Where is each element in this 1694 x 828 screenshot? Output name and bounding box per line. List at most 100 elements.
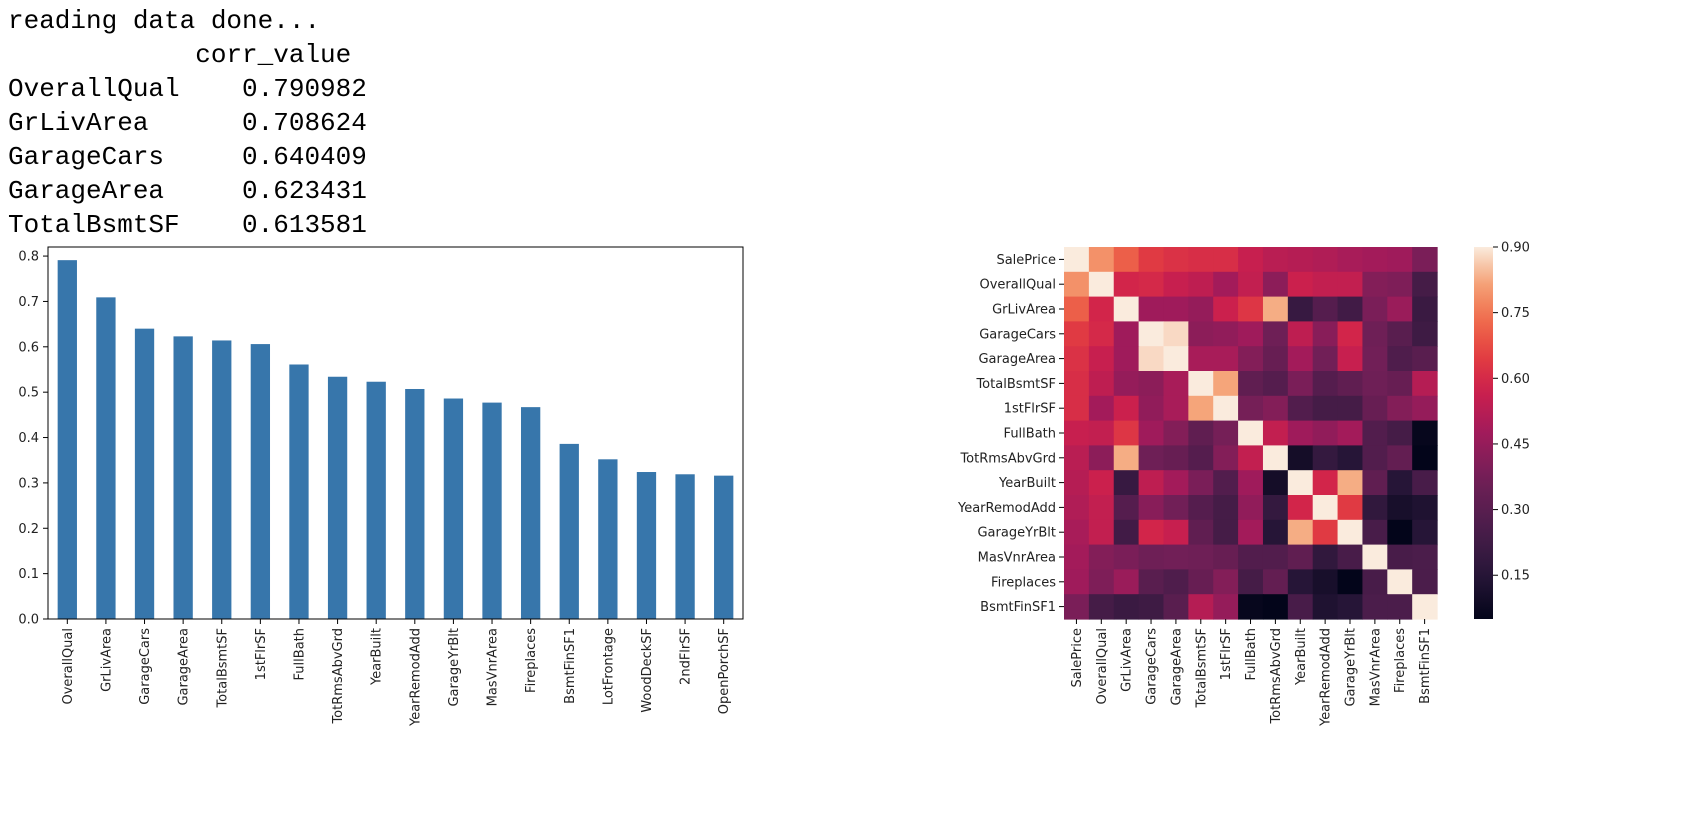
heatmap-cell	[1337, 247, 1364, 273]
col-label: FullBath	[1244, 628, 1259, 680]
col-label: GarageArea	[1169, 628, 1184, 706]
x-tick-label: GarageCars	[138, 628, 153, 705]
heatmap-cell	[1412, 445, 1438, 471]
heatmap-cell	[1387, 470, 1413, 496]
heatmap-cell	[1238, 495, 1264, 521]
heatmap-cell	[1213, 247, 1239, 273]
heatmap-cell	[1387, 569, 1413, 595]
heatmap-cell	[1387, 296, 1413, 322]
col-label: BsmtFinSF1	[1418, 628, 1433, 704]
heatmap-cell	[1287, 371, 1314, 397]
corr-feature: GarageCars	[8, 142, 243, 172]
heatmap-cell	[1064, 247, 1090, 273]
heatmap-cell	[1387, 395, 1413, 422]
heatmap-cell	[1113, 296, 1140, 322]
heatmap-cell	[1362, 296, 1388, 322]
heatmap-cell	[1138, 594, 1165, 620]
heatmap-cell	[1287, 247, 1314, 273]
row-label: TotRmsAbvGrd	[959, 451, 1056, 466]
col-label: YearRemodAdd	[1319, 628, 1334, 727]
heatmap-cell	[1113, 247, 1140, 273]
heatmap-cell	[1312, 247, 1339, 273]
correlation-bar-chart: 0.0 0.1 0.2 0.3 0.4 0.5 0.6 0.7 0.8 OverallQual Gr…	[18, 246, 744, 727]
heatmap-cell	[1113, 544, 1140, 570]
heatmap-cell	[1064, 371, 1090, 397]
heatmap-cell	[1312, 420, 1339, 446]
heatmap-cell	[1262, 395, 1289, 422]
heatmap-cell	[1088, 445, 1115, 471]
heatmap-cell	[1188, 296, 1214, 322]
x-tick-label: 2ndFlrSF	[679, 628, 694, 685]
heatmap-cell	[1213, 271, 1239, 298]
corr-value: 0.623431	[242, 176, 367, 206]
heatmap-cell	[1312, 495, 1339, 521]
heatmap-cell	[1312, 470, 1339, 496]
heatmap-cell	[1138, 420, 1165, 446]
heatmap-cell	[1213, 321, 1239, 347]
heatmap-cell	[1337, 420, 1364, 446]
heatmap-cell	[1362, 470, 1388, 496]
heatmap-cell	[1387, 544, 1413, 570]
bar	[559, 443, 579, 619]
heatmap-cell	[1163, 371, 1189, 397]
heatmap-cell	[1213, 395, 1239, 422]
heatmap-cell	[1163, 470, 1189, 496]
row-label: 1stFlrSF	[1004, 402, 1056, 417]
heatmap-cell	[1312, 346, 1339, 372]
heatmap-cell	[1412, 346, 1438, 372]
heatmap-cell	[1362, 346, 1388, 372]
heatmap-cell	[1312, 594, 1339, 620]
heatmap-cell	[1312, 519, 1339, 546]
row-label: Fireplaces	[991, 575, 1056, 590]
corr-value: 0.640409	[242, 142, 367, 172]
heatmap-cell	[1387, 247, 1413, 273]
x-tick-label: YearRemodAdd	[408, 628, 423, 727]
heatmap-cell	[1412, 544, 1438, 570]
bar	[482, 402, 502, 619]
heatmap-cell	[1138, 271, 1165, 298]
row-label: GarageArea	[978, 352, 1056, 367]
x-tick-label: GrLivArea	[99, 628, 114, 692]
x-tick-label: YearBuilt	[370, 628, 385, 686]
heatmap-cell	[1312, 321, 1339, 347]
heatmap-cell	[1337, 569, 1364, 595]
y-tick-label: 0.0	[18, 613, 39, 628]
heatmap-cell	[1088, 594, 1115, 620]
col-label: Fireplaces	[1393, 628, 1408, 693]
corr-feature: GarageArea	[8, 176, 243, 206]
heatmap-cell	[1188, 420, 1214, 446]
heatmap-cell	[1238, 519, 1264, 546]
heatmap-cell	[1412, 594, 1438, 620]
bar	[57, 260, 77, 619]
heatmap-cell	[1387, 594, 1413, 620]
heatmap-cell	[1088, 371, 1115, 397]
heatmap-cell	[1138, 470, 1165, 496]
heatmap-cell	[1287, 470, 1314, 496]
y-tick-label: 0.3	[18, 476, 39, 491]
heatmap-cell	[1238, 445, 1264, 471]
heatmap-cell	[1088, 544, 1115, 570]
col-label: TotRmsAbvGrd	[1269, 628, 1284, 725]
heatmap-cell	[1262, 346, 1289, 372]
heatmap-cell	[1064, 519, 1090, 546]
heatmap-cell	[1262, 594, 1289, 620]
heatmap-cell	[1163, 321, 1189, 347]
heatmap-cell	[1113, 470, 1140, 496]
heatmap-cell	[1088, 346, 1115, 372]
heatmap-cell	[1238, 569, 1264, 595]
heatmap-cell	[1088, 321, 1115, 347]
heatmap-cell	[1188, 271, 1214, 298]
heatmap-cell	[1262, 247, 1289, 273]
y-tick-label: 0.7	[18, 295, 39, 310]
heatmap-cell	[1113, 420, 1140, 446]
x-tick-label: TotRmsAbvGrd	[331, 628, 346, 725]
x-tick-label: GarageArea	[177, 628, 192, 706]
heatmap-cell	[1287, 271, 1314, 298]
colorbar-tick-label: 0.75	[1501, 306, 1530, 321]
bar	[443, 398, 464, 619]
heatmap-cell	[1362, 594, 1388, 620]
heatmap-cell	[1064, 346, 1090, 372]
heatmap-cell	[1287, 569, 1314, 595]
heatmap-cell	[1238, 420, 1264, 446]
heatmap-cell	[1188, 519, 1214, 546]
